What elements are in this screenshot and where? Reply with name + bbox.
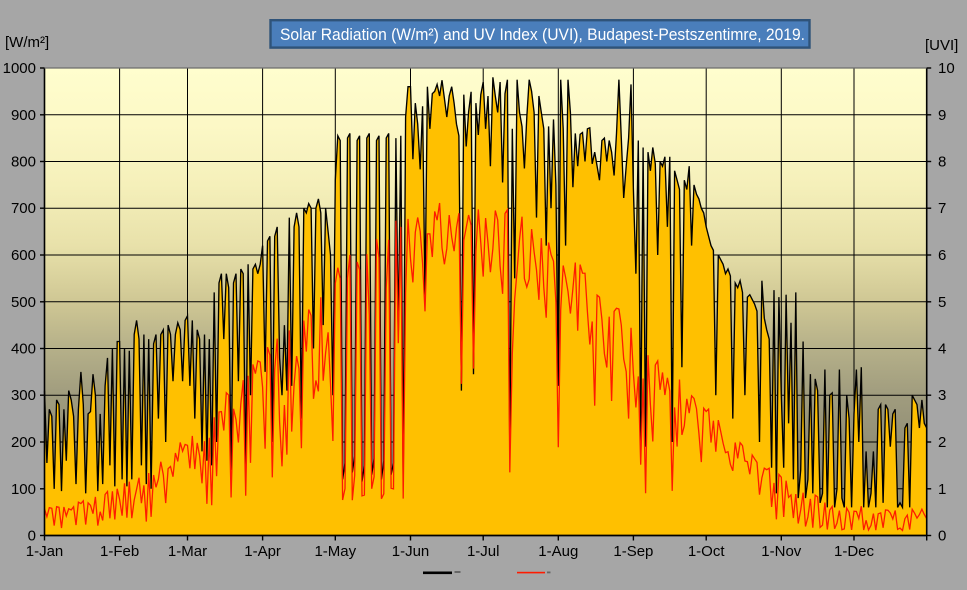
svg-text:800: 800 — [11, 154, 36, 171]
svg-text:9: 9 — [938, 107, 946, 124]
svg-text:500: 500 — [11, 294, 36, 311]
svg-text:200: 200 — [11, 434, 36, 451]
svg-text:1-Oct: 1-Oct — [688, 543, 726, 560]
svg-text:1-Sep: 1-Sep — [613, 543, 653, 560]
svg-text:[UVI]: [UVI] — [925, 37, 958, 54]
svg-text:0: 0 — [938, 528, 946, 545]
svg-text:900: 900 — [11, 107, 36, 124]
svg-text:[W/m²]: [W/m²] — [5, 34, 49, 51]
svg-text:3: 3 — [938, 387, 946, 404]
svg-text:400: 400 — [11, 341, 36, 358]
svg-text:2: 2 — [938, 434, 946, 451]
svg-text:700: 700 — [11, 200, 36, 217]
svg-text:1-Jan: 1-Jan — [26, 543, 64, 560]
svg-text:8: 8 — [938, 154, 946, 171]
svg-text:1-Nov: 1-Nov — [761, 543, 802, 560]
svg-text:1000: 1000 — [3, 60, 36, 77]
svg-text:5: 5 — [938, 294, 946, 311]
svg-text:4: 4 — [938, 341, 946, 358]
svg-text:7: 7 — [938, 200, 946, 217]
svg-text:1-Mar: 1-Mar — [168, 543, 207, 560]
svg-text:0: 0 — [28, 528, 36, 545]
svg-text:1-May: 1-May — [314, 543, 356, 560]
svg-text:6: 6 — [938, 247, 946, 264]
svg-text:1-Jun: 1-Jun — [392, 543, 430, 560]
svg-text:1: 1 — [938, 481, 946, 498]
svg-text:600: 600 — [11, 247, 36, 264]
svg-text:1-Jul: 1-Jul — [467, 543, 500, 560]
svg-text:10: 10 — [938, 60, 955, 77]
svg-text:1-Dec: 1-Dec — [834, 543, 875, 560]
svg-text:1-Aug: 1-Aug — [538, 543, 578, 560]
svg-text:1-Apr: 1-Apr — [244, 543, 281, 560]
svg-text:1-Feb: 1-Feb — [100, 543, 139, 560]
svg-text:300: 300 — [11, 387, 36, 404]
svg-text:Solar Radiation (W/m²) and UV: Solar Radiation (W/m²) and UV Index (UVI… — [280, 25, 805, 44]
svg-text:100: 100 — [11, 481, 36, 498]
